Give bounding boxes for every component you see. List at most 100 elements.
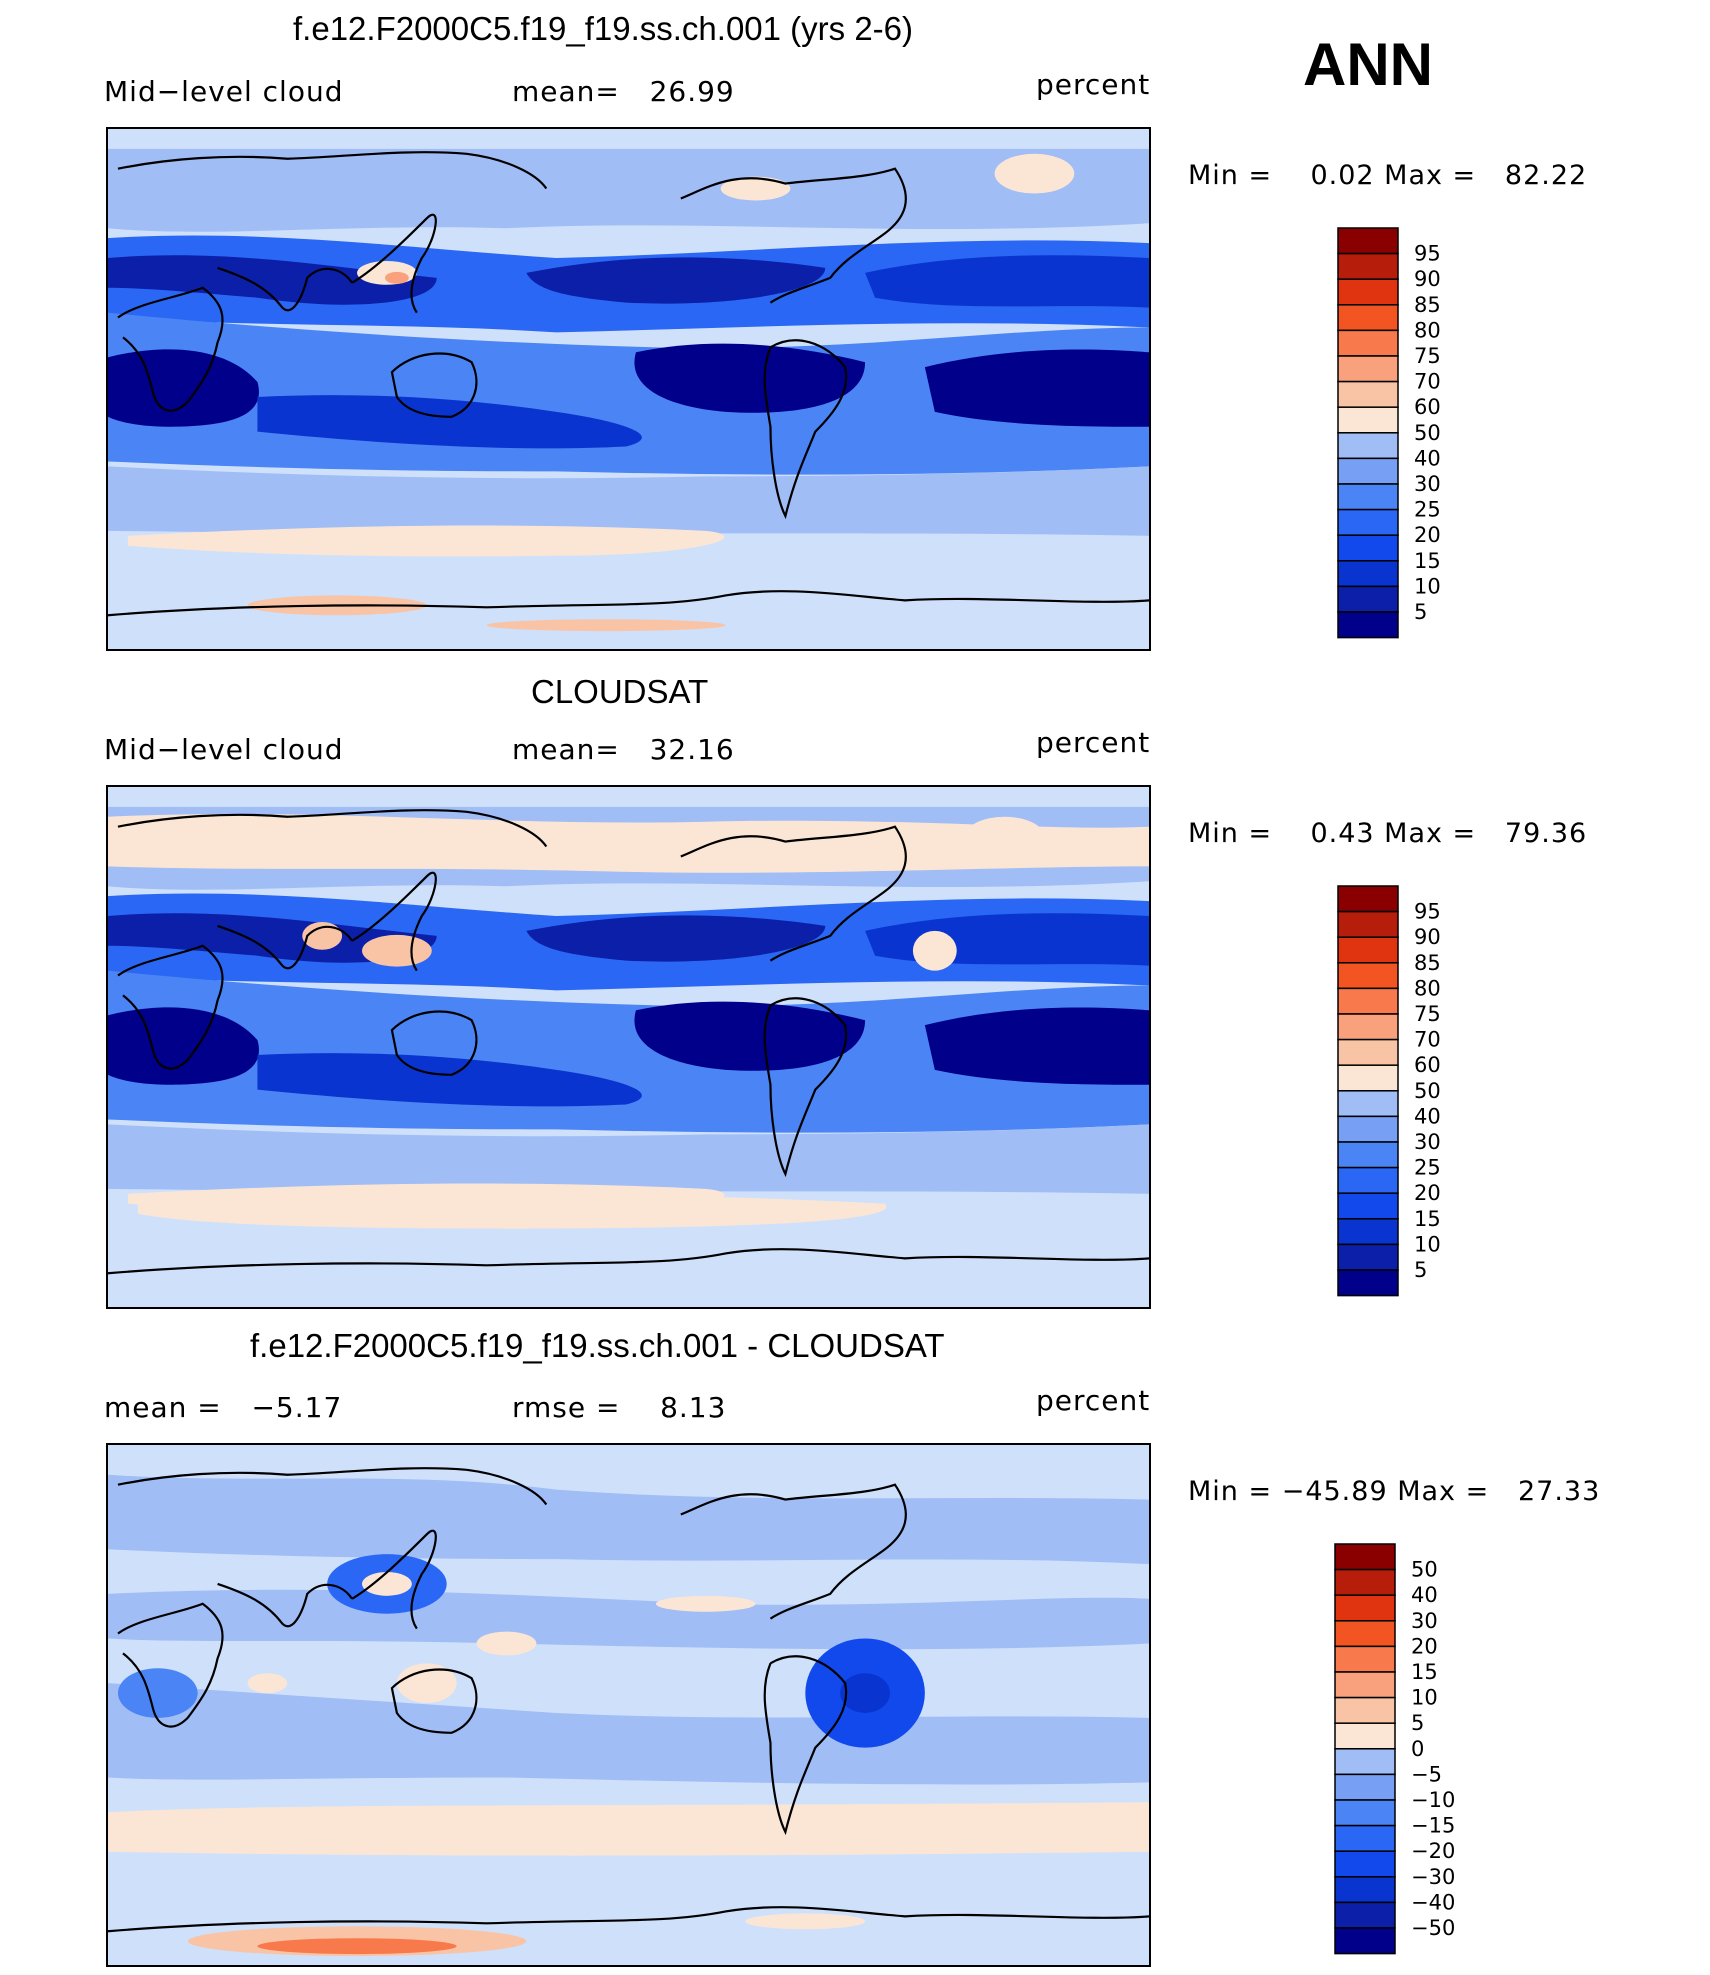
colorbar-box xyxy=(1334,1696,1396,1724)
colorbar-tick-label: 15 xyxy=(1411,1660,1438,1684)
colorbar-box xyxy=(1337,227,1399,255)
panel-1-colorbar: 95 90 85 80 75 70 60 50 40 30 25 20 15 10 5 xyxy=(1337,227,1518,642)
colorbar-tick-label: 40 xyxy=(1411,1583,1438,1607)
colorbar-box xyxy=(1337,432,1399,460)
coastline-segment xyxy=(680,825,907,962)
panel-3-title: f.e12.F2000C5.f19_f19.ss.ch.001 - CLOUDS… xyxy=(250,1327,945,1364)
colorbar-tick-label: 40 xyxy=(1414,446,1441,470)
coastline-segment xyxy=(108,1248,1149,1275)
contour-region xyxy=(247,1673,288,1694)
coastline-segment xyxy=(117,286,224,412)
colorbar-box xyxy=(1337,252,1399,280)
colorbar-box xyxy=(1337,457,1399,485)
panel-3-mean-label: mean = −5.17 xyxy=(104,1391,343,1424)
colorbar-tick-label: 0 xyxy=(1411,1737,1424,1761)
coastline-segment xyxy=(117,1602,224,1728)
colorbar-tick-label: 10 xyxy=(1414,1232,1441,1256)
coastline-segment xyxy=(390,352,478,418)
colorbar-tick-label: 95 xyxy=(1414,900,1441,924)
colorbar-box xyxy=(1337,406,1399,434)
contour-region xyxy=(108,1802,1149,1856)
contour-region xyxy=(964,816,1045,857)
panel-2-map xyxy=(106,785,1151,1309)
contour-region xyxy=(526,915,826,962)
contour-region xyxy=(634,343,866,413)
colorbar-box xyxy=(1334,1671,1396,1699)
panel-2-units-label: percent xyxy=(1036,726,1151,759)
contour-region xyxy=(362,934,432,967)
colorbar-tick-label: −20 xyxy=(1411,1839,1455,1863)
colorbar-tick-label: 40 xyxy=(1414,1104,1441,1128)
colorbar-box xyxy=(1337,1141,1399,1169)
colorbar-box xyxy=(1334,1568,1396,1596)
coastline-segment xyxy=(117,151,548,190)
coastline-segment xyxy=(390,1010,478,1076)
panel-2-minmax: Min = 0.43 Max = 79.36 xyxy=(1188,818,1588,849)
panel-3-map xyxy=(106,1443,1151,1967)
colorbar-tick-label: 75 xyxy=(1414,344,1441,368)
contour-region xyxy=(108,1683,1149,1785)
colorbar-tick-label: 25 xyxy=(1414,1156,1441,1180)
coastline-segment xyxy=(351,1529,437,1630)
contour-region xyxy=(526,257,826,304)
colorbar-box xyxy=(1334,1824,1396,1852)
colorbar-box xyxy=(1337,885,1399,913)
contour-region xyxy=(117,1668,198,1718)
contour-region xyxy=(108,466,1149,536)
panel-3-minmax: Min = −45.89 Max = 27.33 xyxy=(1188,1476,1601,1507)
panel-3-rmse-label: rmse = 8.13 xyxy=(512,1391,727,1424)
colorbar-tick-label: 85 xyxy=(1414,293,1441,317)
colorbar-box xyxy=(1334,1773,1396,1801)
contour-region xyxy=(720,176,791,201)
coastline-segment xyxy=(763,339,848,520)
colorbar-tick-label: 30 xyxy=(1411,1609,1438,1633)
colorbar-tick-label: 10 xyxy=(1411,1686,1438,1710)
colorbar-box xyxy=(1334,1748,1396,1776)
colorbar-tick-label: 80 xyxy=(1414,976,1441,1000)
panel-1-minmax: Min = 0.02 Max = 82.22 xyxy=(1188,160,1588,191)
contour-region xyxy=(108,1124,1149,1194)
contour-region xyxy=(840,1673,890,1713)
panel-3-colorbar: 50 40 30 20 15 10 5 0 −5 −10 −15 −20 −30 −40 −50 xyxy=(1334,1543,1515,1958)
panel-1-variable-label: Mid−level cloud xyxy=(104,75,344,108)
panel-2-mean-label: mean= 32.16 xyxy=(512,733,735,766)
contour-region xyxy=(912,930,957,971)
coastline-segment xyxy=(117,1467,548,1506)
colorbar-tick-label: 20 xyxy=(1411,1634,1438,1658)
contour-region xyxy=(108,913,437,963)
coastline-segment xyxy=(217,924,353,970)
panel-1-mean-label: mean= 26.99 xyxy=(512,75,735,108)
coastline-segment xyxy=(351,213,437,314)
colorbar-box xyxy=(1334,1850,1396,1878)
coastline-segment xyxy=(763,1655,848,1836)
coastline-segment xyxy=(217,266,353,312)
colorbar-box xyxy=(1337,304,1399,332)
colorbar-box xyxy=(1334,1901,1396,1929)
coastline-segment xyxy=(217,1582,353,1628)
season-label: ANN xyxy=(1303,31,1433,98)
colorbar-box xyxy=(1337,611,1399,639)
contour-region xyxy=(257,1053,642,1107)
colorbar-box xyxy=(1337,962,1399,990)
colorbar-box xyxy=(1334,1620,1396,1648)
colorbar-box xyxy=(1337,1115,1399,1143)
colorbar-box xyxy=(1337,355,1399,383)
colorbar-box xyxy=(1334,1722,1396,1750)
colorbar-tick-label: 50 xyxy=(1414,1079,1441,1103)
colorbar-box xyxy=(1337,1090,1399,1118)
coastline xyxy=(108,809,1149,1275)
colorbar-box xyxy=(1334,1594,1396,1622)
panel-2-colorbar: 95 90 85 80 75 70 60 50 40 30 25 20 15 10 5 xyxy=(1337,885,1518,1300)
colorbar-tick-label: 5 xyxy=(1414,1258,1427,1282)
colorbar-tick-label: −5 xyxy=(1411,1762,1442,1786)
colorbar-tick-label: 85 xyxy=(1414,951,1441,975)
colorbar-tick-label: 70 xyxy=(1414,370,1441,394)
colorbar-tick-label: 20 xyxy=(1414,523,1441,547)
colorbar-box xyxy=(1337,1064,1399,1092)
colorbar-box xyxy=(1337,278,1399,306)
colorbar-tick-label: 30 xyxy=(1414,1130,1441,1154)
colorbar-box xyxy=(1337,936,1399,964)
colorbar-tick-label: 5 xyxy=(1411,1711,1424,1735)
contour-region xyxy=(865,255,1149,308)
colorbar-box xyxy=(1337,1013,1399,1041)
